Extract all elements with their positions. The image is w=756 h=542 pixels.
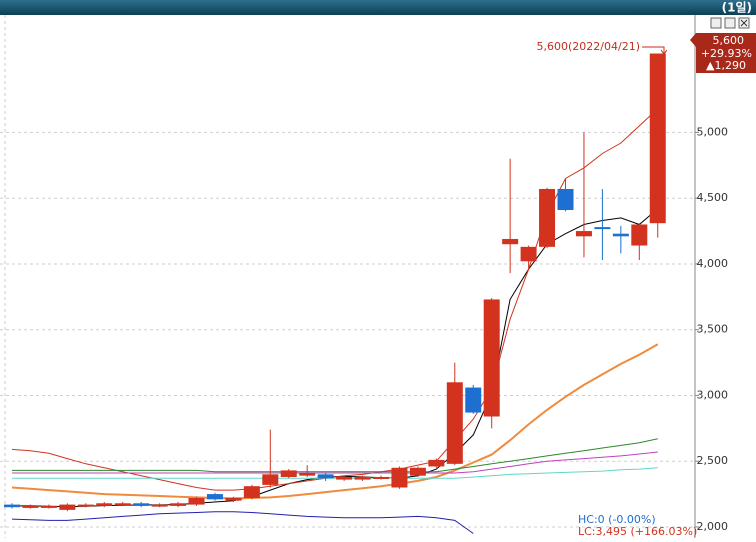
candle-body bbox=[151, 504, 168, 507]
y-tick-label: 3,500 bbox=[697, 323, 729, 336]
candle-body bbox=[77, 504, 94, 507]
y-tick-label: 4,500 bbox=[697, 191, 729, 204]
candle-body bbox=[575, 231, 592, 237]
plot-area bbox=[0, 15, 695, 538]
candle-body bbox=[40, 505, 57, 508]
candle-body bbox=[96, 503, 113, 506]
indicator-line bbox=[12, 438, 658, 473]
y-tick-label: 4,000 bbox=[697, 257, 729, 270]
indicator-line bbox=[12, 467, 658, 479]
candle-body bbox=[317, 474, 334, 479]
candle-body bbox=[539, 188, 556, 247]
y-tick-label: 2,000 bbox=[697, 520, 729, 533]
maximize-button[interactable] bbox=[724, 17, 736, 29]
candle-body bbox=[243, 486, 260, 499]
candle-body bbox=[4, 504, 20, 508]
candle-body bbox=[631, 224, 648, 246]
candle-body bbox=[206, 494, 223, 500]
candle-body bbox=[391, 467, 408, 488]
candle-body bbox=[502, 238, 519, 245]
lc-label: LC:3,495 (+166.03%) bbox=[578, 525, 697, 538]
candle-body bbox=[520, 246, 537, 262]
candle-body bbox=[59, 504, 76, 510]
candle-body bbox=[22, 505, 39, 508]
price-box bbox=[696, 33, 756, 73]
candle-body bbox=[373, 476, 389, 479]
candle-body bbox=[262, 474, 279, 485]
minimize-button[interactable] bbox=[710, 17, 722, 29]
hc-label: HC:0 (-0.00%) bbox=[578, 513, 656, 526]
title-bar bbox=[0, 0, 756, 15]
annotation-arrow bbox=[642, 46, 668, 55]
y-tick-label: 2,500 bbox=[697, 454, 729, 467]
candle-body bbox=[409, 467, 426, 476]
y-tick-label: 3,000 bbox=[697, 388, 729, 401]
close-icon bbox=[740, 19, 748, 27]
candle-body bbox=[594, 227, 611, 230]
candle-body bbox=[428, 459, 445, 467]
candle-body bbox=[225, 498, 242, 501]
indicator-line bbox=[12, 451, 658, 474]
candle-body bbox=[188, 498, 205, 505]
window-buttons[interactable] bbox=[710, 17, 750, 29]
candle-body bbox=[446, 382, 463, 464]
candle-body bbox=[483, 299, 500, 417]
candle-body bbox=[280, 470, 297, 477]
candle-body bbox=[170, 503, 187, 506]
price-pointer bbox=[690, 33, 696, 47]
price-box-change: ▲1,290 bbox=[706, 59, 746, 72]
candle-body bbox=[465, 387, 482, 413]
price-box-price: 5,600 bbox=[713, 34, 745, 47]
candle-body bbox=[133, 503, 150, 506]
annotation: 5,600(2022/04/21) bbox=[537, 40, 640, 53]
price-box-pct: +29.93% bbox=[701, 47, 752, 60]
candle-body bbox=[354, 476, 371, 480]
candle-body bbox=[612, 233, 629, 237]
indicator-line bbox=[11, 343, 659, 500]
y-tick-label: 5,000 bbox=[697, 125, 729, 138]
candle-body bbox=[336, 476, 353, 480]
candle-body bbox=[557, 188, 574, 211]
candle-body bbox=[114, 503, 131, 506]
indicator-line bbox=[11, 511, 474, 534]
period-label: (1일) bbox=[722, 1, 752, 15]
candle-body bbox=[649, 53, 666, 224]
candle-body bbox=[299, 473, 316, 476]
